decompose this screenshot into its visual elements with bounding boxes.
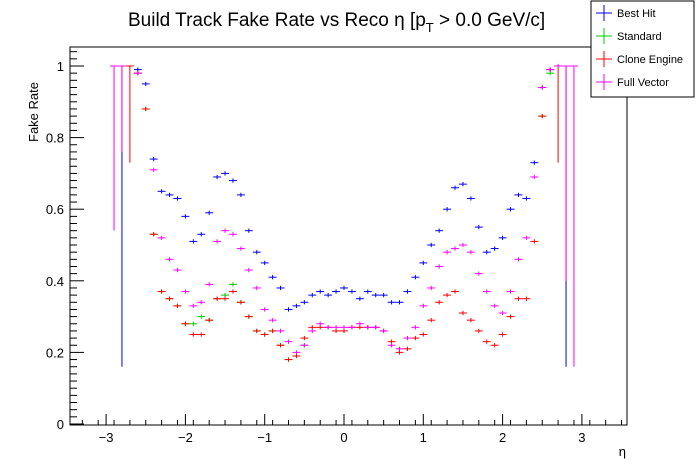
legend-box xyxy=(590,0,695,98)
legend-entries: Best Hit Standard Clone Engine Full Vector xyxy=(596,5,683,90)
y-axis-title: Fake Rate xyxy=(26,82,41,142)
legend-entry: Best Hit xyxy=(596,5,656,21)
legend-entry: Clone Engine xyxy=(596,51,683,67)
chart-title-rest: > 0.0 GeV/c] xyxy=(434,10,545,31)
x-tick-label: −1 xyxy=(257,430,272,445)
y-tick-label: 0.8 xyxy=(46,131,64,146)
y-tick-label: 0 xyxy=(57,417,64,432)
chart-title-subscript: T xyxy=(426,20,434,35)
series-layer xyxy=(110,63,578,367)
x-tick-label: 0 xyxy=(340,430,347,445)
plot-frame xyxy=(69,46,628,426)
y-tick-label: 1 xyxy=(57,59,64,74)
x-tick-label: 1 xyxy=(420,430,427,445)
legend-entry: Standard xyxy=(596,28,662,44)
x-tick-label: 2 xyxy=(499,430,506,445)
y-axis: 0 0.2 0.4 0.6 0.8 1 xyxy=(46,51,84,432)
series-standard xyxy=(133,71,555,362)
x-tick-label: −3 xyxy=(99,430,114,445)
y-tick-label: 0.2 xyxy=(46,345,64,360)
x-axis: −3 −2 −1 0 1 2 3 xyxy=(81,414,623,445)
chart-title: Build Track Fake Rate vs Reco η [pT > 0.… xyxy=(128,10,545,35)
legend-label: Best Hit xyxy=(617,8,656,20)
series-clone-engine xyxy=(125,65,563,362)
legend-label: Full Vector xyxy=(617,77,669,89)
x-tick-label: −2 xyxy=(178,430,193,445)
x-axis-title: η xyxy=(619,444,626,459)
x-tick-label: 3 xyxy=(578,430,585,445)
series-full-vector xyxy=(110,63,578,367)
y-tick-label: 0.4 xyxy=(46,274,64,289)
chart-title-main: Build Track Fake Rate vs Reco η [p xyxy=(128,10,426,31)
legend-entry: Full Vector xyxy=(596,74,669,90)
y-tick-label: 0.6 xyxy=(46,202,64,217)
legend: Best Hit Standard Clone Engine Full Vector xyxy=(590,0,695,98)
legend-label: Standard xyxy=(617,31,662,43)
legend-label: Clone Engine xyxy=(617,54,683,66)
